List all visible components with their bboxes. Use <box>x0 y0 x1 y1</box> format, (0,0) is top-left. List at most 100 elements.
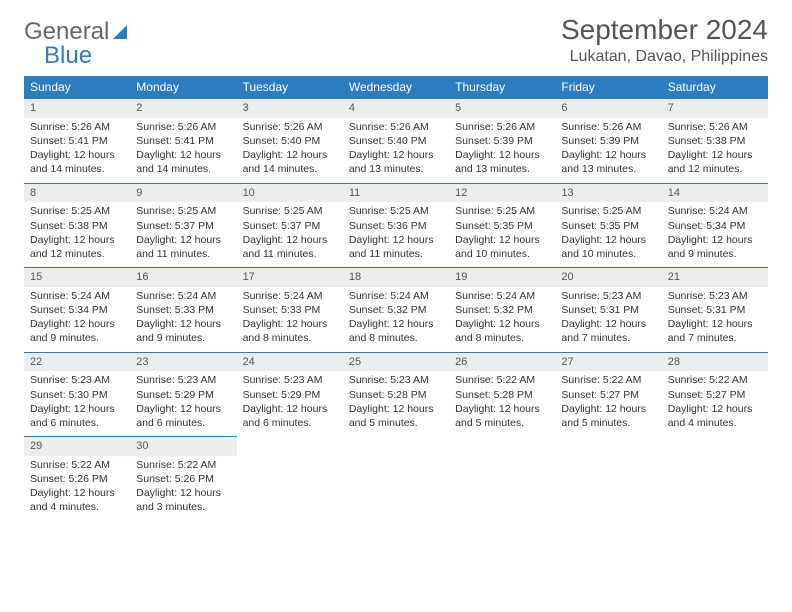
day-body: Sunrise: 5:24 AMSunset: 5:32 PMDaylight:… <box>449 287 555 346</box>
header: General Blue September 2024 Lukatan, Dav… <box>24 14 768 70</box>
sunset-line: Sunset: 5:34 PM <box>668 219 762 233</box>
day-cell: 2Sunrise: 5:26 AMSunset: 5:41 PMDaylight… <box>130 98 236 183</box>
sunset-line: Sunset: 5:27 PM <box>561 388 655 402</box>
sunrise-line: Sunrise: 5:23 AM <box>243 373 337 387</box>
sunset-line: Sunset: 5:38 PM <box>668 134 762 148</box>
location: Lukatan, Davao, Philippines <box>561 48 768 66</box>
day-number: 8 <box>24 183 130 203</box>
title-block: September 2024 Lukatan, Davao, Philippin… <box>561 14 768 66</box>
sunset-line: Sunset: 5:33 PM <box>243 303 337 317</box>
sunrise-line: Sunrise: 5:23 AM <box>30 373 124 387</box>
sunrise-line: Sunrise: 5:23 AM <box>561 289 655 303</box>
daylight-line: Daylight: 12 hours and 12 minutes. <box>668 148 762 176</box>
sunrise-line: Sunrise: 5:26 AM <box>349 120 443 134</box>
sunrise-line: Sunrise: 5:22 AM <box>561 373 655 387</box>
day-body: Sunrise: 5:26 AMSunset: 5:41 PMDaylight:… <box>130 118 236 177</box>
empty-cell <box>449 436 555 521</box>
daylight-line: Daylight: 12 hours and 12 minutes. <box>30 233 124 261</box>
day-body: Sunrise: 5:22 AMSunset: 5:28 PMDaylight:… <box>449 371 555 430</box>
sunrise-line: Sunrise: 5:24 AM <box>668 204 762 218</box>
daylight-line: Daylight: 12 hours and 4 minutes. <box>668 402 762 430</box>
weekday-header: Saturday <box>662 76 768 98</box>
day-number: 12 <box>449 183 555 203</box>
weekday-header: Tuesday <box>237 76 343 98</box>
sunset-line: Sunset: 5:31 PM <box>561 303 655 317</box>
day-cell: 30Sunrise: 5:22 AMSunset: 5:26 PMDayligh… <box>130 436 236 521</box>
sunrise-line: Sunrise: 5:26 AM <box>561 120 655 134</box>
daylight-line: Daylight: 12 hours and 14 minutes. <box>136 148 230 176</box>
day-cell: 3Sunrise: 5:26 AMSunset: 5:40 PMDaylight… <box>237 98 343 183</box>
daylight-line: Daylight: 12 hours and 13 minutes. <box>455 148 549 176</box>
sunset-line: Sunset: 5:36 PM <box>349 219 443 233</box>
day-number: 19 <box>449 267 555 287</box>
sunrise-line: Sunrise: 5:24 AM <box>349 289 443 303</box>
daylight-line: Daylight: 12 hours and 13 minutes. <box>561 148 655 176</box>
day-cell: 4Sunrise: 5:26 AMSunset: 5:40 PMDaylight… <box>343 98 449 183</box>
weekday-header: Friday <box>555 76 661 98</box>
day-number: 2 <box>130 98 236 118</box>
daylight-line: Daylight: 12 hours and 10 minutes. <box>561 233 655 261</box>
day-body: Sunrise: 5:25 AMSunset: 5:35 PMDaylight:… <box>449 202 555 261</box>
day-number: 11 <box>343 183 449 203</box>
daylight-line: Daylight: 12 hours and 13 minutes. <box>349 148 443 176</box>
day-number: 3 <box>237 98 343 118</box>
sunset-line: Sunset: 5:26 PM <box>136 472 230 486</box>
sunset-line: Sunset: 5:28 PM <box>455 388 549 402</box>
sunrise-line: Sunrise: 5:26 AM <box>243 120 337 134</box>
sunrise-line: Sunrise: 5:22 AM <box>668 373 762 387</box>
day-body: Sunrise: 5:26 AMSunset: 5:40 PMDaylight:… <box>343 118 449 177</box>
day-cell: 23Sunrise: 5:23 AMSunset: 5:29 PMDayligh… <box>130 352 236 437</box>
day-cell: 12Sunrise: 5:25 AMSunset: 5:35 PMDayligh… <box>449 183 555 268</box>
day-cell: 27Sunrise: 5:22 AMSunset: 5:27 PMDayligh… <box>555 352 661 437</box>
day-number: 24 <box>237 352 343 372</box>
day-number: 10 <box>237 183 343 203</box>
day-cell: 24Sunrise: 5:23 AMSunset: 5:29 PMDayligh… <box>237 352 343 437</box>
day-number: 15 <box>24 267 130 287</box>
sunrise-line: Sunrise: 5:25 AM <box>455 204 549 218</box>
sunset-line: Sunset: 5:32 PM <box>349 303 443 317</box>
day-cell: 22Sunrise: 5:23 AMSunset: 5:30 PMDayligh… <box>24 352 130 437</box>
sunrise-line: Sunrise: 5:24 AM <box>136 289 230 303</box>
sunset-line: Sunset: 5:37 PM <box>243 219 337 233</box>
day-number: 25 <box>343 352 449 372</box>
daylight-line: Daylight: 12 hours and 5 minutes. <box>349 402 443 430</box>
day-cell: 29Sunrise: 5:22 AMSunset: 5:26 PMDayligh… <box>24 436 130 521</box>
sunrise-line: Sunrise: 5:22 AM <box>455 373 549 387</box>
day-number: 28 <box>662 352 768 372</box>
day-body: Sunrise: 5:24 AMSunset: 5:34 PMDaylight:… <box>662 202 768 261</box>
day-cell: 21Sunrise: 5:23 AMSunset: 5:31 PMDayligh… <box>662 267 768 352</box>
day-number: 6 <box>555 98 661 118</box>
empty-cell <box>237 436 343 521</box>
sunset-line: Sunset: 5:27 PM <box>668 388 762 402</box>
day-body: Sunrise: 5:22 AMSunset: 5:26 PMDaylight:… <box>24 456 130 515</box>
day-cell: 15Sunrise: 5:24 AMSunset: 5:34 PMDayligh… <box>24 267 130 352</box>
day-number: 4 <box>343 98 449 118</box>
sunrise-line: Sunrise: 5:23 AM <box>668 289 762 303</box>
day-cell: 1Sunrise: 5:26 AMSunset: 5:41 PMDaylight… <box>24 98 130 183</box>
day-number: 23 <box>130 352 236 372</box>
day-body: Sunrise: 5:25 AMSunset: 5:38 PMDaylight:… <box>24 202 130 261</box>
sunrise-line: Sunrise: 5:25 AM <box>349 204 443 218</box>
sunset-line: Sunset: 5:33 PM <box>136 303 230 317</box>
daylight-line: Daylight: 12 hours and 8 minutes. <box>243 317 337 345</box>
sunset-line: Sunset: 5:41 PM <box>136 134 230 148</box>
sunset-line: Sunset: 5:37 PM <box>136 219 230 233</box>
daylight-line: Daylight: 12 hours and 3 minutes. <box>136 486 230 514</box>
daylight-line: Daylight: 12 hours and 9 minutes. <box>30 317 124 345</box>
day-body: Sunrise: 5:22 AMSunset: 5:27 PMDaylight:… <box>555 371 661 430</box>
sunrise-line: Sunrise: 5:25 AM <box>243 204 337 218</box>
day-number: 14 <box>662 183 768 203</box>
day-body: Sunrise: 5:26 AMSunset: 5:39 PMDaylight:… <box>449 118 555 177</box>
sunrise-line: Sunrise: 5:25 AM <box>136 204 230 218</box>
sail-icon <box>113 25 127 39</box>
empty-cell <box>662 436 768 521</box>
day-body: Sunrise: 5:26 AMSunset: 5:41 PMDaylight:… <box>24 118 130 177</box>
daylight-line: Daylight: 12 hours and 8 minutes. <box>455 317 549 345</box>
day-body: Sunrise: 5:25 AMSunset: 5:35 PMDaylight:… <box>555 202 661 261</box>
day-body: Sunrise: 5:23 AMSunset: 5:28 PMDaylight:… <box>343 371 449 430</box>
day-body: Sunrise: 5:24 AMSunset: 5:33 PMDaylight:… <box>130 287 236 346</box>
page-container: General Blue September 2024 Lukatan, Dav… <box>0 0 792 535</box>
day-body: Sunrise: 5:26 AMSunset: 5:39 PMDaylight:… <box>555 118 661 177</box>
daylight-line: Daylight: 12 hours and 6 minutes. <box>136 402 230 430</box>
sunset-line: Sunset: 5:41 PM <box>30 134 124 148</box>
